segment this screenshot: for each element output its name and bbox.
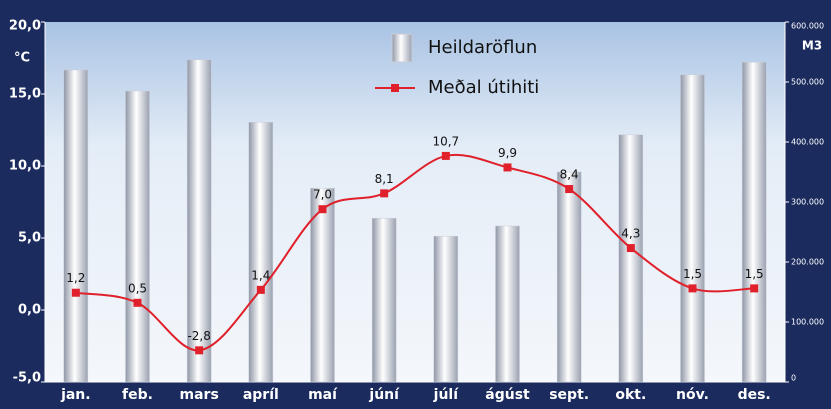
- x-tick-label: mars: [180, 387, 219, 403]
- line-marker: [256, 285, 265, 294]
- x-tick-label: okt.: [615, 387, 646, 403]
- y2-axis-label: M3: [802, 39, 822, 53]
- y-tick-label: 15,0: [9, 87, 41, 102]
- y2-tick-label: 0: [791, 374, 796, 383]
- y2-tick-label: 200.000: [791, 258, 824, 267]
- x-tick-label: júlí: [433, 387, 460, 403]
- line-marker: [626, 244, 635, 253]
- y2-tick-label: 400.000: [791, 138, 824, 147]
- x-tick-label: ágúst: [485, 387, 530, 403]
- data-label: 7,0: [313, 188, 332, 202]
- line-marker: [441, 151, 450, 160]
- line-marker: [503, 163, 512, 172]
- bar: [125, 90, 150, 383]
- data-label: 1,5: [745, 267, 764, 281]
- data-label: 0,5: [128, 281, 147, 295]
- line-marker: [750, 284, 759, 293]
- x-tick-label: apríl: [243, 387, 279, 403]
- line-marker: [318, 205, 327, 214]
- y-tick-label: -5,0: [13, 371, 41, 386]
- line-marker: [71, 288, 80, 297]
- x-tick-label: jan.: [60, 387, 91, 403]
- y2-tick-label: 500.000: [791, 78, 824, 87]
- data-label: 1,2: [66, 271, 85, 285]
- y-tick-label: 0,0: [18, 303, 41, 318]
- bar: [63, 69, 89, 383]
- bar: [741, 61, 767, 383]
- y-tick-label: 5,0: [18, 231, 41, 246]
- legend-label: Heildaröflun: [428, 37, 537, 58]
- line-marker: [565, 185, 574, 194]
- x-tick-label: des.: [738, 387, 771, 403]
- data-label: -2,8: [187, 329, 210, 343]
- bar: [433, 235, 459, 383]
- bar: [371, 217, 397, 383]
- y2-tick-label: 600.000: [791, 22, 824, 31]
- line-marker: [133, 298, 142, 307]
- y-axis-label: °C: [14, 51, 30, 66]
- data-label: 4,3: [621, 227, 640, 241]
- bar: [310, 187, 335, 383]
- data-label: 1,5: [683, 267, 702, 281]
- y2-tick-label: 100.000: [791, 318, 824, 327]
- line-marker: [380, 189, 389, 198]
- legend-label: Meðal útihiti: [428, 77, 539, 98]
- bar: [186, 59, 212, 383]
- bar: [618, 134, 644, 383]
- legend-swatch: [391, 84, 399, 92]
- bar: [495, 225, 520, 383]
- bar: [556, 171, 582, 383]
- y-tick-label: 10,0: [9, 159, 41, 174]
- y-tick-label: 20,0: [9, 19, 41, 34]
- bar: [248, 121, 274, 383]
- x-tick-label: nóv.: [676, 387, 709, 403]
- data-label: 8,4: [560, 168, 579, 182]
- data-label: 8,1: [375, 172, 394, 186]
- line-marker: [688, 284, 697, 293]
- legend-swatch: [391, 33, 413, 63]
- x-tick-label: feb.: [122, 387, 153, 403]
- x-tick-label: júní: [368, 387, 400, 403]
- plot-area: [45, 22, 785, 382]
- data-label: 10,7: [432, 134, 459, 148]
- line-marker: [195, 346, 204, 355]
- y2-tick-label: 300.000: [791, 198, 824, 207]
- x-tick-label: maí: [308, 387, 338, 403]
- data-label: 9,9: [498, 146, 517, 160]
- x-tick-label: sept.: [549, 387, 589, 403]
- data-label: 1,4: [251, 268, 270, 282]
- bar: [680, 74, 705, 383]
